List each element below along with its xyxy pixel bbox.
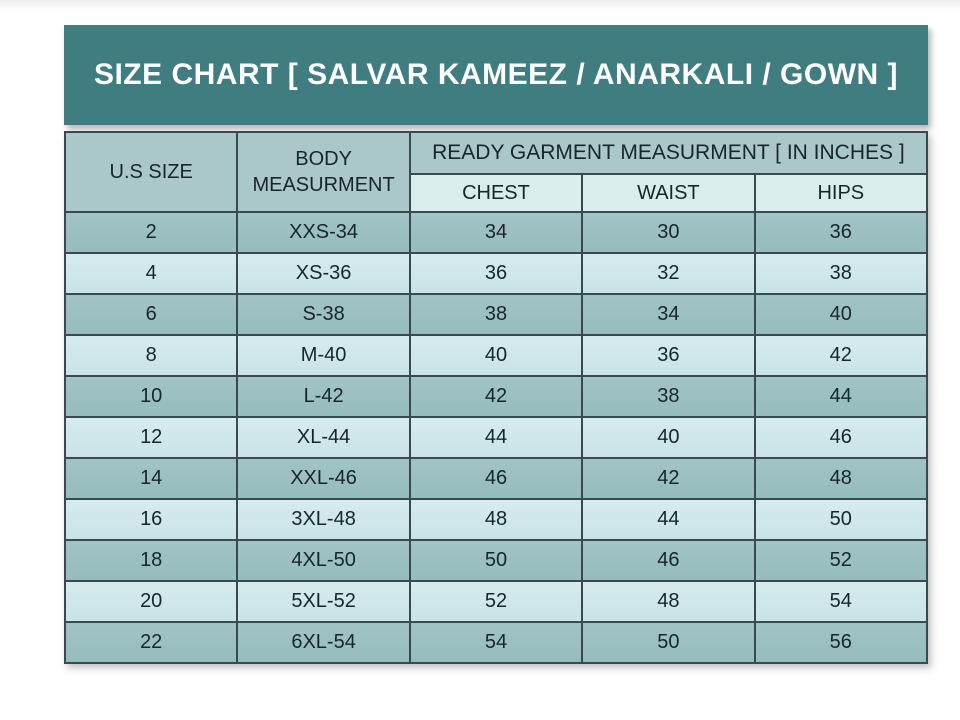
cell-us-size: 2 — [63, 211, 239, 254]
cell-waist: 44 — [581, 498, 756, 541]
cell-waist: 46 — [581, 539, 756, 582]
cell-waist: 36 — [581, 334, 756, 377]
cell-hips: 50 — [753, 498, 929, 541]
cell-hips: 44 — [753, 375, 929, 418]
table-row: 14 XXL-46 46 42 48 — [63, 457, 929, 500]
cell-waist: 50 — [581, 621, 756, 664]
cell-body-measurment: 6XL-54 — [236, 621, 411, 664]
cell-waist: 32 — [581, 252, 756, 295]
cell-body-measurment: 4XL-50 — [236, 539, 411, 582]
size-chart-card: SIZE CHART [ SALVAR KAMEEZ / ANARKALI / … — [63, 25, 929, 664]
cell-hips: 52 — [753, 539, 929, 582]
page-title: SIZE CHART [ SALVAR KAMEEZ / ANARKALI / … — [93, 58, 899, 91]
table-row: 16 3XL-48 48 44 50 — [63, 498, 929, 541]
table-header: U.S SIZE BODY MEASURMENT READY GARMENT M… — [63, 131, 929, 213]
cell-body-measurment: 5XL-52 — [236, 580, 411, 623]
cell-waist: 40 — [581, 416, 756, 459]
cell-us-size: 18 — [63, 539, 239, 582]
cell-us-size: 16 — [63, 498, 239, 541]
cell-us-size: 4 — [63, 252, 239, 295]
title-banner: SIZE CHART [ SALVAR KAMEEZ / ANARKALI / … — [64, 25, 928, 125]
cell-body-measurment: S-38 — [236, 293, 411, 336]
cell-waist: 42 — [581, 457, 756, 500]
table-row: 18 4XL-50 50 46 52 — [63, 539, 929, 582]
cell-us-size: 10 — [63, 375, 239, 418]
cell-body-measurment: XL-44 — [236, 416, 411, 459]
cell-chest: 42 — [408, 375, 584, 418]
table-body: 2 XXS-34 34 30 36 4 XS-36 36 32 38 6 S-38 38 34 40 8 M-4… — [63, 211, 929, 664]
cell-us-size: 6 — [63, 293, 239, 336]
cell-waist: 48 — [581, 580, 756, 623]
cell-waist: 30 — [581, 211, 756, 254]
cell-body-measurment: 3XL-48 — [236, 498, 411, 541]
cell-hips: 54 — [753, 580, 929, 623]
cell-chest: 44 — [408, 416, 584, 459]
table-row: 2 XXS-34 34 30 36 — [63, 211, 929, 254]
cell-waist: 38 — [581, 375, 756, 418]
cell-chest: 48 — [408, 498, 584, 541]
cell-chest: 50 — [408, 539, 584, 582]
column-group-header-ready-garment: READY GARMENT MEASURMENT [ IN INCHES ] — [408, 131, 929, 175]
cell-us-size: 22 — [63, 621, 239, 664]
table-row: 8 M-40 40 36 42 — [63, 334, 929, 377]
cell-body-measurment: L-42 — [236, 375, 411, 418]
cell-hips: 38 — [753, 252, 929, 295]
cell-chest: 40 — [408, 334, 584, 377]
cell-body-measurment: M-40 — [236, 334, 411, 377]
cell-hips: 42 — [753, 334, 929, 377]
column-header-hips: HIPS — [753, 173, 929, 213]
column-header-chest: CHEST — [408, 173, 584, 213]
cell-chest: 46 — [408, 457, 584, 500]
cell-us-size: 14 — [63, 457, 239, 500]
cell-chest: 54 — [408, 621, 584, 664]
cell-hips: 56 — [753, 621, 929, 664]
cell-body-measurment: XXS-34 — [236, 211, 411, 254]
cell-hips: 46 — [753, 416, 929, 459]
cell-us-size: 20 — [63, 580, 239, 623]
column-header-us-size: U.S SIZE — [63, 131, 239, 213]
table-row: 10 L-42 42 38 44 — [63, 375, 929, 418]
cell-hips: 36 — [753, 211, 929, 254]
column-header-body-measurment: BODY MEASURMENT — [236, 131, 411, 213]
table-row: 4 XS-36 36 32 38 — [63, 252, 929, 295]
cell-chest: 34 — [408, 211, 584, 254]
cell-chest: 52 — [408, 580, 584, 623]
table-row: 20 5XL-52 52 48 54 — [63, 580, 929, 623]
cell-chest: 38 — [408, 293, 584, 336]
size-chart-table: U.S SIZE BODY MEASURMENT READY GARMENT M… — [63, 131, 929, 664]
cell-chest: 36 — [408, 252, 584, 295]
table-row: 22 6XL-54 54 50 56 — [63, 621, 929, 664]
cell-body-measurment: XXL-46 — [236, 457, 411, 500]
cell-us-size: 12 — [63, 416, 239, 459]
column-header-waist: WAIST — [581, 173, 756, 213]
cell-hips: 48 — [753, 457, 929, 500]
table-row: 6 S-38 38 34 40 — [63, 293, 929, 336]
cell-hips: 40 — [753, 293, 929, 336]
cell-waist: 34 — [581, 293, 756, 336]
table-row: 12 XL-44 44 40 46 — [63, 416, 929, 459]
cell-us-size: 8 — [63, 334, 239, 377]
cell-body-measurment: XS-36 — [236, 252, 411, 295]
page-edge — [0, 0, 960, 10]
